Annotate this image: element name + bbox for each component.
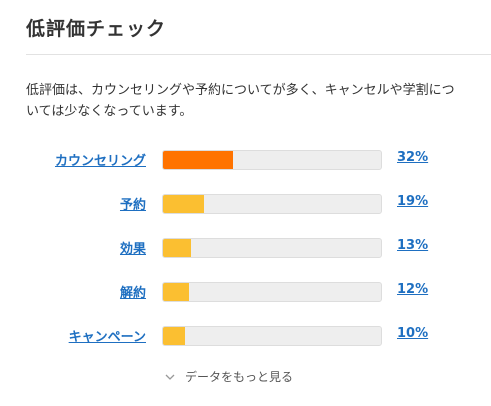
show-more-label: データをもっと見る	[185, 370, 294, 384]
row-label-link[interactable]: 解約	[119, 286, 146, 301]
bar-track	[162, 194, 382, 214]
row-percent-link[interactable]: 19%	[397, 194, 429, 209]
row-percent-link[interactable]: 13%	[397, 238, 429, 253]
rating-bars: カウンセリング 32% 予約 19% 効果 13% 解約 12% キャンペーン …	[0, 148, 491, 368]
bar-fill	[163, 195, 205, 213]
row-label-link[interactable]: カウンセリング	[54, 154, 146, 169]
rating-row: キャンペーン 10%	[0, 324, 491, 368]
row-percent-link[interactable]: 12%	[397, 282, 429, 297]
bar-track	[162, 282, 382, 302]
chevron-down-icon	[165, 374, 175, 380]
row-label-link[interactable]: 予約	[119, 198, 146, 213]
row-percent-link[interactable]: 32%	[397, 150, 429, 165]
rating-row: 効果 13%	[0, 236, 491, 280]
show-more-link[interactable]: データをもっと見る	[165, 368, 293, 385]
bar-fill	[163, 327, 185, 345]
section-title: 低評価チェック	[26, 18, 167, 40]
bar-track	[162, 326, 382, 346]
bar-fill	[163, 151, 233, 169]
divider	[26, 54, 491, 55]
section-description: 低評価は、カウンセリングや予約についてが多く、キャンセルや学割については少なくな…	[26, 83, 455, 119]
rating-row: 解約 12%	[0, 280, 491, 324]
bar-track	[162, 150, 382, 170]
row-label-link[interactable]: キャンペーン	[68, 330, 146, 345]
bar-fill	[163, 239, 192, 257]
row-label-link[interactable]: 効果	[119, 242, 146, 257]
rating-row: カウンセリング 32%	[0, 148, 491, 192]
rating-row: 予約 19%	[0, 192, 491, 236]
bar-fill	[163, 283, 190, 301]
bar-track	[162, 238, 382, 258]
row-percent-link[interactable]: 10%	[397, 326, 429, 341]
